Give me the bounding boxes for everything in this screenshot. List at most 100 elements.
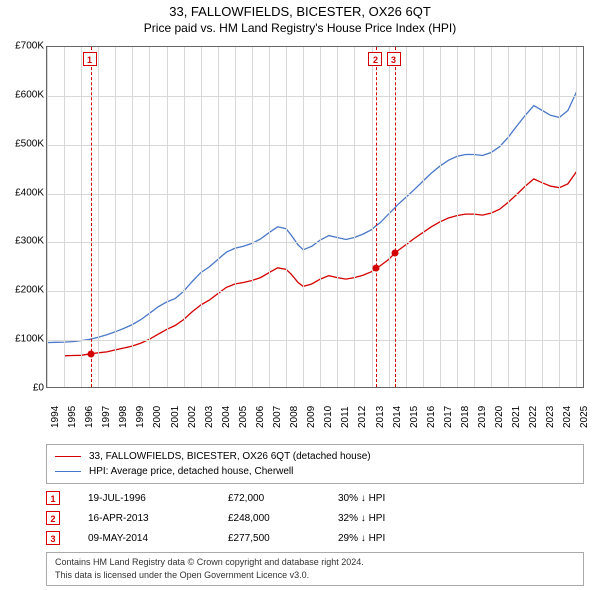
legend-row: HPI: Average price, detached house, Cher… bbox=[55, 464, 575, 479]
gridline-vertical bbox=[406, 47, 407, 387]
gridline-vertical bbox=[542, 47, 543, 387]
footer-line-1: Contains HM Land Registry data © Crown c… bbox=[55, 556, 575, 569]
sale-marker-badge: 1 bbox=[83, 52, 97, 66]
title-main: 33, FALLOWFIELDS, BICESTER, OX26 6QT bbox=[0, 4, 600, 19]
chart-plot-area bbox=[46, 46, 584, 388]
x-axis-tick-label: 2004 bbox=[221, 406, 232, 428]
sales-row-diff: 30% ↓ HPI bbox=[338, 493, 438, 504]
gridline-vertical bbox=[81, 47, 82, 387]
gridline-vertical bbox=[337, 47, 338, 387]
x-axis-tick-label: 1999 bbox=[135, 406, 146, 428]
sale-marker-dot bbox=[391, 250, 398, 257]
x-axis-tick-label: 2022 bbox=[528, 406, 539, 428]
x-axis-tick-label: 2011 bbox=[340, 406, 351, 428]
legend-swatch bbox=[55, 456, 81, 457]
y-axis-tick-label: £600K bbox=[15, 89, 44, 100]
sales-row-badge: 2 bbox=[46, 511, 60, 525]
gridline-vertical bbox=[235, 47, 236, 387]
sale-marker-line bbox=[395, 47, 396, 387]
gridline-vertical bbox=[525, 47, 526, 387]
gridline-vertical bbox=[372, 47, 373, 387]
x-axis-tick-label: 2001 bbox=[170, 406, 181, 428]
y-axis-tick-label: £100K bbox=[15, 334, 44, 345]
x-axis-tick-label: 2020 bbox=[494, 406, 505, 428]
gridline-horizontal bbox=[47, 96, 583, 97]
x-axis-tick-label: 1996 bbox=[84, 406, 95, 428]
x-axis-tick-label: 1994 bbox=[50, 406, 61, 428]
gridline-vertical bbox=[201, 47, 202, 387]
gridline-vertical bbox=[508, 47, 509, 387]
x-axis-tick-label: 2003 bbox=[204, 406, 215, 428]
footer-box: Contains HM Land Registry data © Crown c… bbox=[46, 552, 584, 586]
sales-row-date: 19-JUL-1996 bbox=[88, 493, 228, 504]
sale-marker-dot bbox=[87, 350, 94, 357]
gridline-horizontal bbox=[47, 340, 583, 341]
gridline-vertical bbox=[559, 47, 560, 387]
x-axis-tick-label: 2017 bbox=[443, 406, 454, 428]
sale-marker-dot bbox=[373, 264, 380, 271]
gridline-vertical bbox=[184, 47, 185, 387]
x-axis-tick-label: 1997 bbox=[101, 406, 112, 428]
gridline-horizontal bbox=[47, 145, 583, 146]
x-axis-tick-label: 2005 bbox=[238, 406, 249, 428]
gridline-vertical bbox=[440, 47, 441, 387]
gridline-horizontal bbox=[47, 242, 583, 243]
gridline-vertical bbox=[423, 47, 424, 387]
x-axis-tick-label: 1998 bbox=[118, 406, 129, 428]
sales-row-date: 16-APR-2013 bbox=[88, 513, 228, 524]
title-sub: Price paid vs. HM Land Registry's House … bbox=[0, 21, 600, 35]
x-axis-tick-label: 2015 bbox=[409, 406, 420, 428]
sales-row-badge: 1 bbox=[46, 491, 60, 505]
y-axis-tick-label: £500K bbox=[15, 138, 44, 149]
y-axis-tick-label: £200K bbox=[15, 285, 44, 296]
x-axis-tick-label: 2018 bbox=[460, 406, 471, 428]
x-axis-tick-label: 2021 bbox=[511, 406, 522, 428]
y-axis-tick-label: £400K bbox=[15, 187, 44, 198]
sales-table-row: 2 16-APR-2013£248,00032% ↓ HPI bbox=[46, 508, 584, 528]
gridline-vertical bbox=[98, 47, 99, 387]
sales-row-date: 09-MAY-2014 bbox=[88, 533, 228, 544]
x-axis-tick-label: 2000 bbox=[152, 406, 163, 428]
sale-marker-badge: 2 bbox=[368, 52, 382, 66]
sales-table-row: 309-MAY-2014£277,50029% ↓ HPI bbox=[46, 528, 584, 548]
legend-row: 33, FALLOWFIELDS, BICESTER, OX26 6QT (de… bbox=[55, 449, 575, 464]
series-line-hpi bbox=[47, 92, 577, 343]
gridline-vertical bbox=[269, 47, 270, 387]
legend-label: HPI: Average price, detached house, Cher… bbox=[89, 464, 293, 479]
gridline-vertical bbox=[354, 47, 355, 387]
gridline-vertical bbox=[576, 47, 577, 387]
x-axis-tick-label: 1995 bbox=[67, 406, 78, 428]
x-axis-tick-label: 2016 bbox=[426, 406, 437, 428]
sales-row-price: £248,000 bbox=[228, 513, 338, 524]
sales-row-badge: 3 bbox=[46, 531, 60, 545]
gridline-vertical bbox=[320, 47, 321, 387]
legend-label: 33, FALLOWFIELDS, BICESTER, OX26 6QT (de… bbox=[89, 449, 371, 464]
x-axis-tick-label: 2012 bbox=[357, 406, 368, 428]
sales-row-price: £277,500 bbox=[228, 533, 338, 544]
gridline-vertical bbox=[457, 47, 458, 387]
sales-table-row: 119-JUL-1996£72,00030% ↓ HPI bbox=[46, 488, 584, 508]
sale-marker-line bbox=[91, 47, 92, 387]
title-block: 33, FALLOWFIELDS, BICESTER, OX26 6QT Pri… bbox=[0, 0, 600, 35]
x-axis-tick-label: 2006 bbox=[255, 406, 266, 428]
gridline-vertical bbox=[389, 47, 390, 387]
sale-marker-line bbox=[376, 47, 377, 387]
x-axis-tick-label: 2025 bbox=[579, 406, 590, 428]
x-axis-tick-label: 2008 bbox=[289, 406, 300, 428]
gridline-vertical bbox=[167, 47, 168, 387]
x-axis-tick-label: 2024 bbox=[562, 406, 573, 428]
sale-marker-badge: 3 bbox=[387, 52, 401, 66]
x-axis-labels: 1994199519961997199819992000200120022003… bbox=[0, 390, 600, 450]
x-axis-tick-label: 2013 bbox=[375, 406, 386, 428]
gridline-horizontal bbox=[47, 194, 583, 195]
gridline-vertical bbox=[252, 47, 253, 387]
x-axis-tick-label: 2014 bbox=[392, 406, 403, 428]
sales-table: 119-JUL-1996£72,00030% ↓ HPI216-APR-2013… bbox=[46, 488, 584, 548]
gridline-horizontal bbox=[47, 291, 583, 292]
legend-swatch bbox=[55, 471, 81, 472]
gridline-vertical bbox=[303, 47, 304, 387]
legend-box: 33, FALLOWFIELDS, BICESTER, OX26 6QT (de… bbox=[46, 444, 584, 484]
x-axis-tick-label: 2009 bbox=[306, 406, 317, 428]
x-axis-tick-label: 2010 bbox=[323, 406, 334, 428]
sales-row-diff: 32% ↓ HPI bbox=[338, 513, 438, 524]
